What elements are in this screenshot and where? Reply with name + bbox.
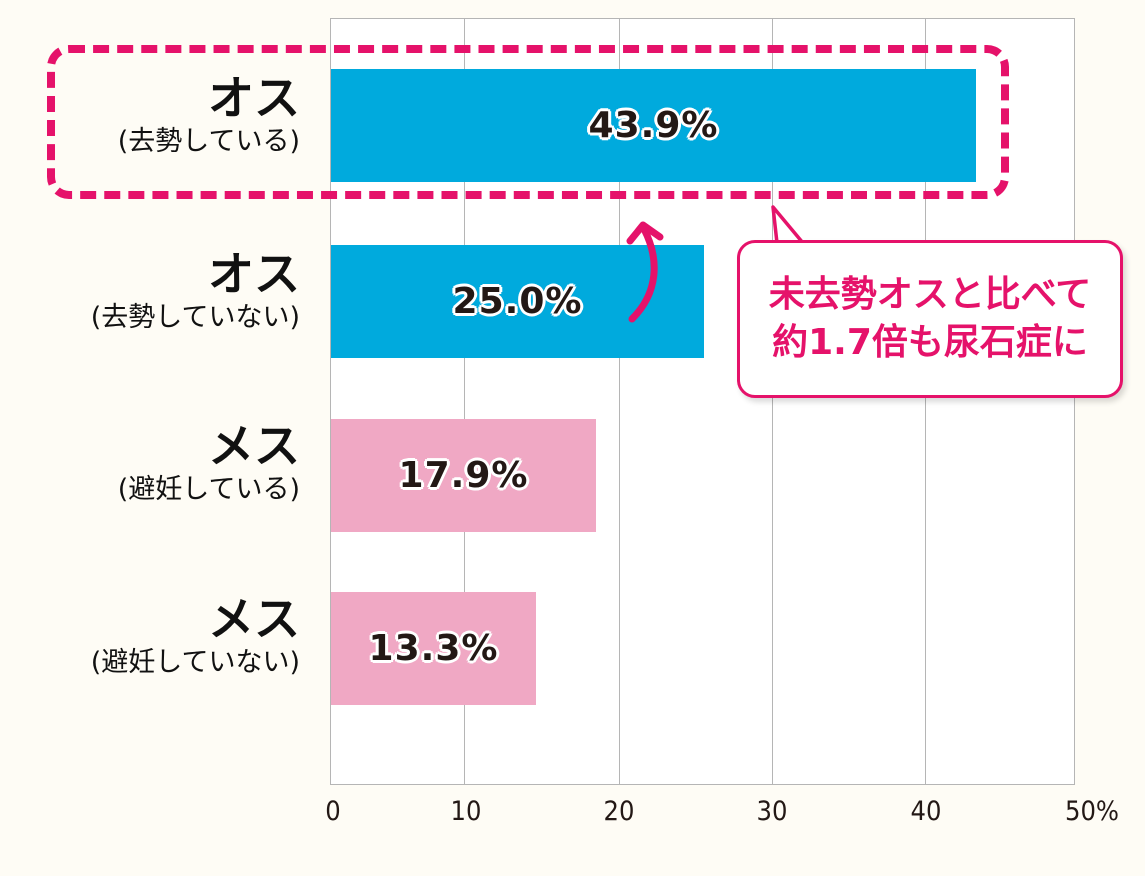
bar-value-label: 13.3% [368, 628, 499, 669]
x-tick-10: 10 [450, 796, 482, 827]
x-tick-20: 20 [603, 796, 635, 827]
category-main: オス [208, 71, 300, 125]
category-label-female-intact: メス (避妊していない) [91, 593, 300, 681]
x-tick-50: 50% [1065, 796, 1119, 827]
category-label-female-spayed: メス (避妊している) [118, 420, 300, 508]
bar-value-label: 43.9% [588, 105, 719, 146]
x-tick-30: 30 [756, 796, 788, 827]
callout-box: 未去勢オスと比べて 約1.7倍も尿石症に [737, 240, 1123, 398]
category-label-male-intact: オス (去勢していない) [91, 248, 300, 336]
bar-value-label: 25.0% [452, 281, 583, 322]
x-tick-40: 40 [910, 796, 942, 827]
bar-male-neutered: 43.9% [331, 69, 976, 182]
category-sub: (避妊していない) [90, 647, 300, 678]
category-main: メス [208, 592, 300, 646]
category-label-male-neutered: オス (去勢している) [118, 72, 300, 160]
gridline-20 [619, 19, 620, 784]
callout-line-1: 未去勢オスと比べて [768, 274, 1092, 315]
gridline-40 [925, 19, 926, 784]
gridline-30 [772, 19, 773, 784]
callout-line-2: 約1.7倍も尿石症に [772, 322, 1088, 363]
x-tick-0: 0 [325, 796, 341, 827]
gridline-10 [464, 19, 465, 784]
bar-female-intact: 13.3% [331, 592, 536, 705]
category-main: メス [208, 419, 300, 473]
bar-value-label: 17.9% [398, 455, 529, 496]
callout-tail [771, 205, 807, 245]
category-sub: (避妊している) [117, 474, 300, 505]
category-main: オス [208, 247, 300, 301]
category-sub: (去勢している) [117, 126, 300, 157]
category-sub: (去勢していない) [90, 302, 300, 333]
bar-female-spayed: 17.9% [331, 419, 596, 532]
plot-area: 43.9% 25.0% 17.9% 13.3% [330, 18, 1075, 785]
curved-arrow-icon [626, 221, 664, 323]
